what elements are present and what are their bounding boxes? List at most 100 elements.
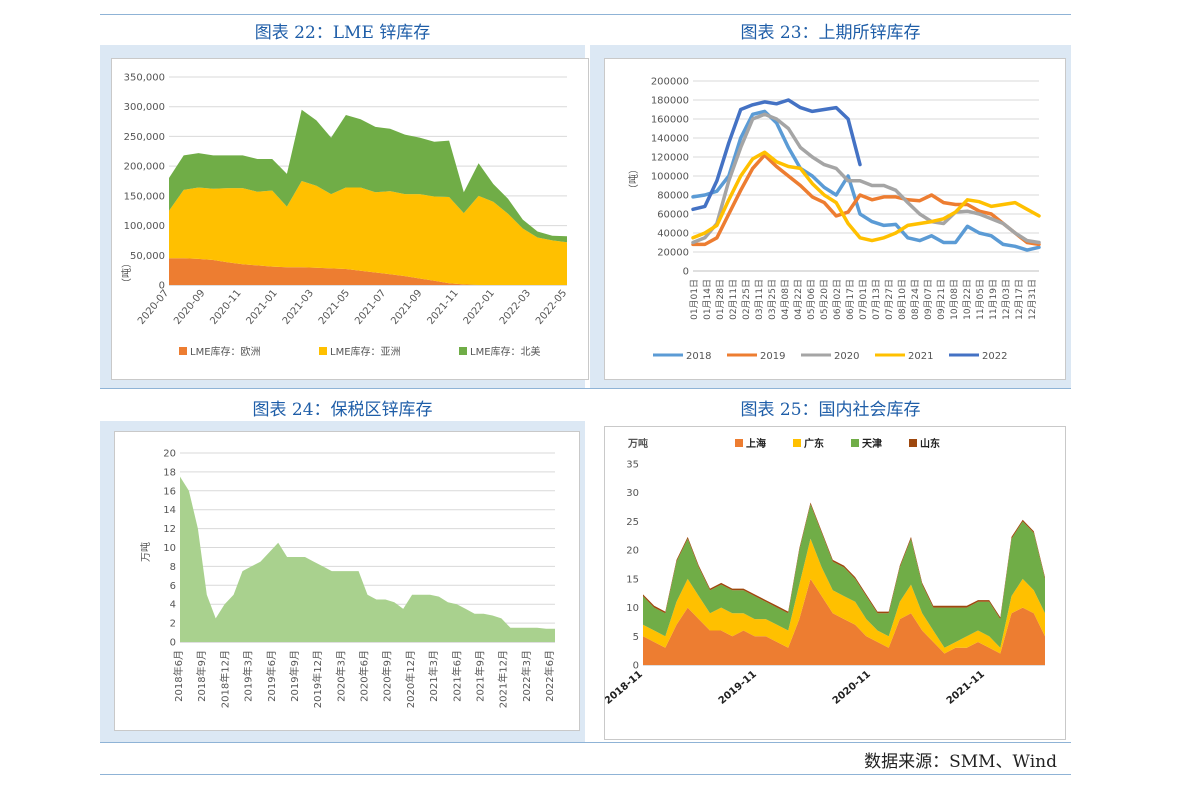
x-tick-label: 2021-09: [389, 288, 424, 327]
chart-bonded: 0 2 4 6 8 10 12 14 16 18 20 2018年6月 2018年9月 2018年12月 2…: [114, 431, 580, 731]
x-tick-label: 05月06日: [806, 279, 817, 320]
legend-marker: [459, 347, 467, 355]
legend-label: LME库存：亚洲: [330, 345, 401, 358]
x-tick-label: 2020-09: [172, 288, 207, 327]
line-series-2021: [691, 150, 1041, 243]
x-tick-label: 08月10日: [897, 279, 908, 320]
legend-label: 广东: [804, 437, 824, 450]
social-inventory-chart: 0 5 10 15 20 25 30 35 2018-11 2019-11 2020-11 2021-…: [605, 437, 1045, 707]
x-tick-label: 2020年9月: [381, 650, 394, 702]
x-tick-label: 05月20日: [819, 279, 830, 320]
area-series-LME库存：欧洲: [169, 258, 567, 285]
footer-rule: [100, 774, 1071, 775]
x-tick-label: 2019年12月: [311, 650, 324, 708]
y-tick-label: 0: [170, 638, 176, 649]
middle-rule: [100, 388, 1071, 389]
chart-lme: 0 50,000 100,000 150,000 200,000 250,000 300,0…: [111, 58, 589, 380]
x-tick-label: 2021年6月: [450, 650, 463, 702]
x-tick-label: 2021年9月: [473, 650, 486, 702]
x-tick-label: 07月13日: [871, 279, 882, 320]
shfe-zinc-stock-chart: 0 20000 40000 60000 80000 100000 120000 140000 1…: [627, 77, 1041, 362]
bottom-rule: [100, 742, 1071, 743]
x-tick-label: 2020年12月: [404, 650, 417, 708]
lme-zinc-stock-chart: 0 50,000 100,000 150,000 200,000 250,000 300,0…: [120, 73, 569, 359]
x-tick-label: 2022年6月: [543, 650, 556, 702]
x-tick-label: 10月08日: [949, 279, 960, 320]
x-tick-label: 09月21日: [936, 279, 947, 320]
y-tick-label: 120000: [651, 153, 689, 164]
line-series-2018: [691, 109, 1041, 252]
chart-social: 0 5 10 15 20 25 30 35 2018-11 2019-11 2020-11 2021-…: [604, 426, 1066, 740]
y-tick-label: 100000: [651, 172, 689, 183]
x-tick-label: 2021-05: [317, 288, 352, 327]
x-tick-label: 2021年3月: [427, 650, 440, 702]
x-tick-label: 2022-05: [534, 288, 569, 327]
y-tick-label: 140000: [651, 134, 689, 145]
y-tick-label: 18: [163, 467, 176, 478]
x-tick-label: 2021-03: [281, 288, 316, 327]
y-tick-label: 160000: [651, 115, 689, 126]
legend-label: 2022: [982, 351, 1007, 362]
y-tick-label: 0: [633, 661, 639, 672]
x-tick-label: 12月31日: [1027, 279, 1038, 320]
x-tick-label: 2020-11: [831, 669, 873, 707]
y-tick-label: 25: [626, 517, 639, 528]
legend-label: 2019: [760, 351, 785, 362]
y-tick-label: 0: [683, 267, 689, 278]
panel-title-social: 图表 25：国内社会库存: [740, 400, 921, 420]
x-tick-label: 06月17日: [845, 279, 856, 320]
y-tick-label: 80000: [657, 191, 689, 202]
y-tick-label: 5: [633, 632, 639, 643]
x-tick-label: 12月03日: [1001, 279, 1012, 320]
x-tick-label: 2019年6月: [265, 650, 278, 702]
y-tick-label: 2: [170, 619, 176, 630]
y-tick-label: 0: [159, 281, 165, 292]
y-tick-label: 200000: [651, 77, 689, 88]
line-series-2019: [691, 153, 1041, 247]
legend-marker: [319, 347, 327, 355]
y-axis-label: （吨）: [627, 164, 640, 194]
y-tick-label: 50,000: [130, 251, 165, 262]
y-axis-label: 万吨: [139, 542, 152, 562]
line-series-2020: [691, 112, 1041, 245]
y-tick-label: 14: [163, 505, 176, 516]
legend-marker: [793, 439, 801, 447]
x-tick-label: 2021年12月: [497, 650, 510, 708]
x-tick-label: 2021-11: [425, 288, 460, 327]
area-series-山东: [643, 502, 1045, 620]
x-tick-label: 2018年12月: [218, 650, 231, 708]
area-series-LME库存：亚洲: [169, 181, 567, 285]
x-tick-label: 2019-11: [717, 669, 759, 707]
x-tick-label: 03月11日: [754, 279, 765, 320]
y-tick-label: 4: [170, 600, 176, 611]
x-tick-label: 01月01日: [689, 279, 700, 320]
x-tick-label: 2018年6月: [172, 650, 185, 702]
area-series-LME库存：北美: [169, 109, 567, 243]
x-tick-label: 09月07日: [923, 279, 934, 320]
x-tick-label: 2018年9月: [195, 650, 208, 702]
top-rule: [100, 14, 1071, 15]
legend-marker: [179, 347, 187, 355]
legend-label: 2021: [908, 351, 933, 362]
y-tick-label: 15: [626, 574, 639, 585]
x-tick-label: 07月01日: [858, 279, 869, 320]
area-series-保税区锌库存: [180, 476, 555, 642]
y-tick-label: 6: [170, 581, 176, 592]
x-tick-label: 04月22日: [793, 279, 804, 320]
x-tick-label: 2019年3月: [242, 650, 255, 702]
legend-marker: [735, 439, 743, 447]
x-tick-label: 2021-11: [945, 669, 987, 707]
y-tick-label: 8: [170, 562, 176, 573]
legend-label: 上海: [746, 437, 766, 450]
y-tick-label: 200,000: [124, 162, 165, 173]
y-tick-label: 35: [626, 460, 639, 471]
y-tick-label: 20000: [657, 248, 689, 259]
x-tick-label: 03月25日: [767, 279, 778, 320]
x-tick-label: 2022年3月: [520, 650, 533, 702]
legend-label: LME库存：北美: [470, 345, 541, 358]
legend-label: 2018: [686, 351, 711, 362]
x-tick-label: 01月14日: [702, 279, 713, 320]
y-tick-label: 10: [626, 603, 639, 614]
y-tick-label: 300,000: [124, 102, 165, 113]
x-tick-label: 11月19日: [988, 279, 999, 320]
